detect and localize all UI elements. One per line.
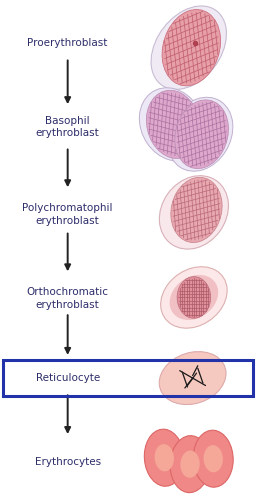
Ellipse shape — [168, 97, 233, 171]
Ellipse shape — [162, 9, 221, 86]
Ellipse shape — [177, 277, 211, 318]
Ellipse shape — [144, 429, 184, 486]
Ellipse shape — [204, 445, 223, 472]
Text: Proerythroblast: Proerythroblast — [27, 38, 108, 48]
Ellipse shape — [159, 352, 226, 405]
Text: Polychromatophil
erythroblast: Polychromatophil erythroblast — [23, 203, 113, 226]
Ellipse shape — [159, 176, 228, 249]
Ellipse shape — [170, 435, 210, 493]
Ellipse shape — [139, 88, 205, 161]
Ellipse shape — [171, 178, 222, 243]
Ellipse shape — [146, 90, 200, 158]
Text: Basophil
erythroblast: Basophil erythroblast — [36, 116, 99, 138]
Ellipse shape — [180, 450, 200, 478]
Ellipse shape — [175, 100, 228, 169]
Text: Reticulocyte: Reticulocyte — [35, 373, 100, 383]
Ellipse shape — [170, 275, 218, 320]
Text: Erythrocytes: Erythrocytes — [35, 457, 101, 467]
Ellipse shape — [161, 267, 227, 328]
Ellipse shape — [151, 6, 226, 89]
Ellipse shape — [155, 444, 174, 471]
Ellipse shape — [193, 430, 233, 487]
Text: Orthochromatic
erythroblast: Orthochromatic erythroblast — [27, 287, 109, 310]
